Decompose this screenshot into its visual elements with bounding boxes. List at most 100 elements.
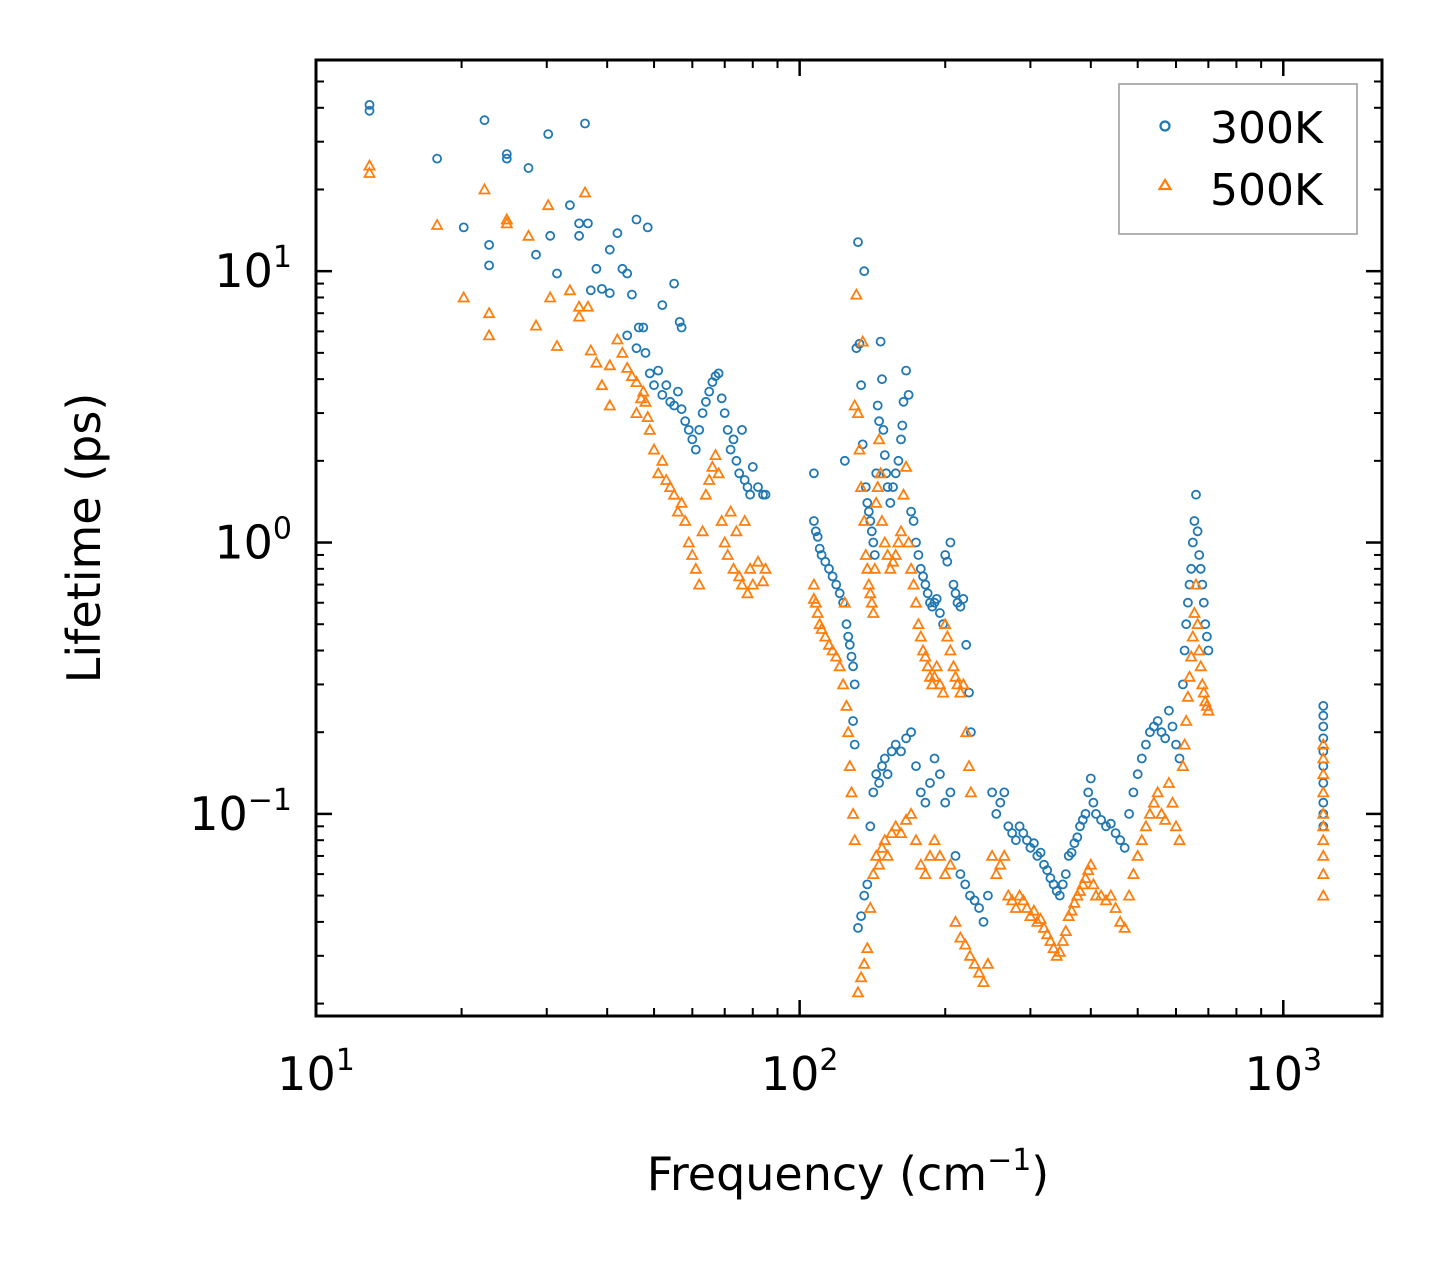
data-point-300k <box>856 380 866 391</box>
data-point-500k <box>1192 643 1206 656</box>
data-point-300k <box>683 424 694 435</box>
data-point-500k <box>578 185 592 198</box>
data-point-500k <box>659 473 673 485</box>
data-point-300k <box>950 851 961 861</box>
data-point-300k <box>978 917 989 927</box>
data-point-300k <box>898 396 909 407</box>
data-point-300k <box>846 651 857 662</box>
data-point-500k <box>1043 934 1057 946</box>
data-point-300k <box>716 393 727 404</box>
data-point-500k <box>833 659 847 672</box>
data-point-300k <box>627 289 637 300</box>
data-point-500k <box>689 561 703 574</box>
data-point-500k <box>851 985 865 998</box>
data-point-300k <box>848 716 858 726</box>
data-point-300k <box>908 516 919 526</box>
data-point-500k <box>878 535 892 548</box>
data-point-300k <box>673 386 683 397</box>
data-point-300k <box>874 416 884 427</box>
data-point-500k <box>1176 759 1190 771</box>
data-point-500k <box>1143 807 1157 819</box>
data-point-300k <box>1057 879 1068 890</box>
legend-marker-500k <box>1157 177 1173 191</box>
data-point-300k <box>1085 773 1096 784</box>
data-point-500k <box>1179 714 1193 726</box>
data-point-500k <box>643 423 657 435</box>
data-point-300k <box>1202 631 1212 642</box>
data-point-300k <box>915 787 926 798</box>
data-point-500k <box>918 867 932 879</box>
data-point-500k <box>869 496 883 508</box>
y-tick-label: 100 <box>214 512 292 570</box>
data-point-300k <box>885 497 896 508</box>
data-point-500k <box>948 669 963 682</box>
data-point-500k <box>854 970 868 983</box>
data-point-300k <box>638 322 649 333</box>
data-point-500k <box>1009 901 1023 913</box>
data-point-500k <box>883 561 897 574</box>
data-point-300k <box>728 434 739 445</box>
legend-box <box>1118 83 1358 235</box>
data-point-300k <box>1101 821 1111 832</box>
data-point-500k <box>860 561 874 574</box>
data-point-500k <box>872 857 886 870</box>
data-point-300k <box>945 537 956 548</box>
data-point-500k <box>584 343 598 356</box>
data-point-300k <box>1096 815 1106 825</box>
data-point-300k <box>734 468 745 479</box>
data-point-500k <box>629 406 644 418</box>
data-point-300k <box>1119 842 1130 853</box>
data-point-500k <box>1078 871 1093 883</box>
data-point-300k <box>839 455 850 466</box>
data-point-500k <box>572 309 586 322</box>
data-point-500k <box>1118 921 1132 933</box>
data-point-300k <box>995 797 1006 808</box>
data-point-300k <box>853 237 863 248</box>
data-point-500k <box>874 466 888 479</box>
data-point-300k <box>1164 705 1174 716</box>
data-point-500k <box>962 759 976 771</box>
data-point-500k <box>1162 776 1176 788</box>
data-point-500k <box>997 849 1011 861</box>
data-point-500k <box>482 328 496 341</box>
data-point-500k <box>1094 888 1108 901</box>
legend-label-500k: 500K <box>1210 165 1324 216</box>
data-point-500k <box>620 361 634 373</box>
legend-marker-300k <box>1159 120 1171 132</box>
data-point-300k <box>1178 679 1188 690</box>
data-point-300k <box>657 300 668 311</box>
legend: 300K 500K <box>1118 83 1358 235</box>
data-point-300k <box>848 661 858 672</box>
data-point-500k <box>807 577 821 590</box>
data-point-500k <box>875 840 889 853</box>
data-point-300k <box>1179 645 1190 656</box>
data-point-500k <box>848 833 862 846</box>
data-point-300k <box>814 543 825 554</box>
data-point-500k <box>921 659 935 672</box>
data-point-300k <box>543 129 554 140</box>
data-point-300k <box>1035 847 1046 858</box>
data-point-500k <box>663 480 677 492</box>
data-point-300k <box>737 424 747 435</box>
data-point-500k <box>705 460 719 472</box>
data-point-500k <box>927 833 942 846</box>
data-point-500k <box>724 504 738 517</box>
data-point-300k <box>809 516 819 526</box>
data-point-300k <box>1088 797 1099 808</box>
data-point-500k <box>641 410 655 422</box>
data-point-500k <box>881 548 895 560</box>
data-point-300k <box>896 746 906 757</box>
data-point-300k <box>649 380 659 391</box>
data-point-300k <box>1318 797 1329 808</box>
data-point-500k <box>1316 867 1330 879</box>
data-point-500k <box>872 432 886 445</box>
data-point-500k <box>726 561 741 574</box>
data-point-500k <box>849 287 863 300</box>
data-point-500k <box>1081 863 1095 876</box>
data-point-500k <box>550 339 564 351</box>
data-point-300k <box>731 455 742 466</box>
data-point-500k <box>1086 877 1100 890</box>
data-point-300k <box>697 408 708 419</box>
data-point-300k <box>1171 739 1181 750</box>
data-point-500k <box>930 659 944 672</box>
